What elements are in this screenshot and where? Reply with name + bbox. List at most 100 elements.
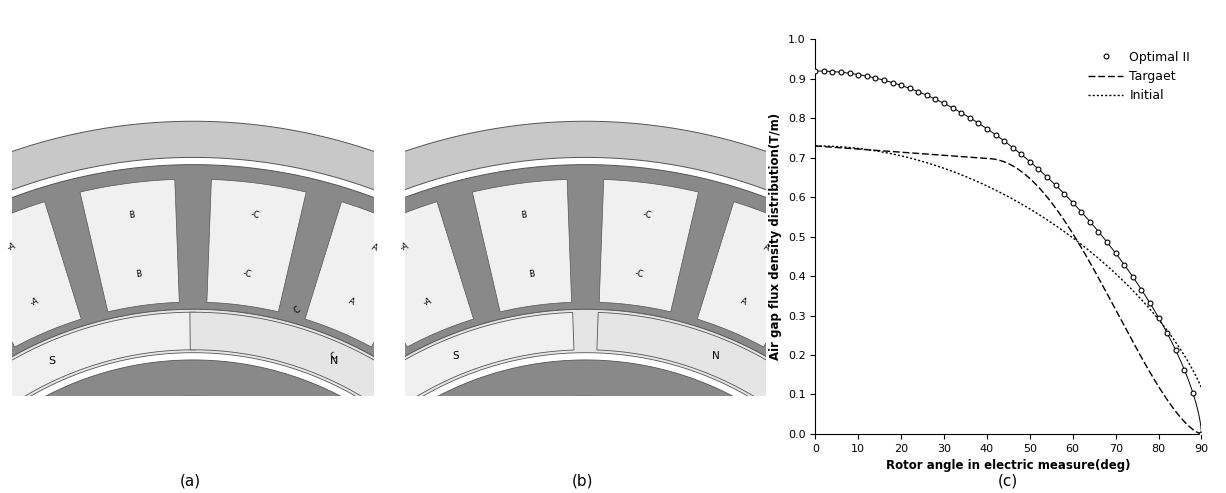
Polygon shape bbox=[787, 257, 929, 405]
Optimal II bbox=[1022, 159, 1037, 165]
Text: -C: -C bbox=[642, 210, 652, 220]
Targaet bbox=[992, 157, 1007, 163]
Polygon shape bbox=[172, 121, 999, 330]
Optimal II bbox=[1117, 262, 1132, 268]
X-axis label: Rotor angle in electric measure(deg): Rotor angle in electric measure(deg) bbox=[886, 459, 1130, 472]
Optimal II bbox=[808, 68, 823, 74]
Polygon shape bbox=[0, 403, 387, 493]
Text: -A: -A bbox=[398, 242, 409, 253]
Polygon shape bbox=[348, 202, 473, 347]
Initial bbox=[1016, 203, 1031, 209]
Text: A: A bbox=[347, 297, 356, 307]
Targaet bbox=[1184, 426, 1199, 432]
Polygon shape bbox=[341, 313, 574, 434]
Optimal II bbox=[954, 109, 969, 115]
Targaet bbox=[1194, 431, 1209, 437]
Optimal II bbox=[920, 92, 934, 98]
Targaet bbox=[1037, 192, 1052, 198]
Text: (c): (c) bbox=[998, 473, 1018, 488]
Polygon shape bbox=[0, 360, 429, 490]
Optimal II bbox=[1186, 390, 1200, 396]
Text: -B: -B bbox=[830, 351, 842, 363]
Text: -B: -B bbox=[867, 304, 879, 316]
Polygon shape bbox=[204, 165, 967, 431]
Line: Initial: Initial bbox=[815, 146, 1201, 388]
Initial bbox=[808, 143, 823, 149]
Text: -A: -A bbox=[29, 296, 40, 308]
Optimal II bbox=[834, 70, 848, 75]
Optimal II bbox=[962, 115, 977, 121]
Polygon shape bbox=[190, 312, 461, 454]
Polygon shape bbox=[600, 179, 699, 312]
Optimal II bbox=[1057, 191, 1072, 197]
Optimal II bbox=[1108, 250, 1123, 256]
Optimal II bbox=[859, 73, 874, 79]
Text: (b): (b) bbox=[571, 473, 593, 488]
Text: -C: -C bbox=[634, 269, 645, 279]
Polygon shape bbox=[305, 202, 430, 347]
Optimal II bbox=[997, 138, 1011, 144]
Optimal II bbox=[1160, 330, 1175, 336]
Y-axis label: Air gap flux density distribution(T/m): Air gap flux density distribution(T/m) bbox=[769, 113, 782, 360]
Text: C: C bbox=[293, 305, 303, 316]
Polygon shape bbox=[0, 202, 81, 347]
Optimal II bbox=[971, 120, 986, 126]
Targaet bbox=[994, 158, 1009, 164]
Optimal II bbox=[1177, 367, 1192, 373]
Polygon shape bbox=[349, 360, 821, 490]
Polygon shape bbox=[0, 121, 607, 330]
Optimal II bbox=[1100, 239, 1114, 245]
Text: -C: -C bbox=[242, 269, 253, 279]
Optimal II bbox=[1048, 182, 1063, 188]
Optimal II bbox=[1005, 144, 1020, 150]
Optimal II bbox=[817, 68, 831, 74]
Polygon shape bbox=[80, 179, 179, 312]
Targaet bbox=[808, 143, 823, 149]
Text: B: B bbox=[528, 269, 535, 279]
Optimal II bbox=[945, 105, 960, 111]
Optimal II bbox=[1091, 229, 1106, 235]
Optimal II bbox=[1143, 300, 1157, 306]
Text: -A: -A bbox=[422, 296, 433, 308]
Polygon shape bbox=[391, 403, 780, 493]
Initial bbox=[994, 190, 1009, 196]
Text: -C: -C bbox=[250, 210, 260, 220]
Optimal II bbox=[1134, 286, 1149, 292]
Text: A: A bbox=[739, 297, 748, 307]
Line: Optimal II: Optimal II bbox=[813, 69, 1204, 436]
Optimal II bbox=[1083, 218, 1097, 224]
Text: N: N bbox=[330, 356, 338, 366]
Optimal II bbox=[894, 82, 908, 88]
Polygon shape bbox=[597, 313, 830, 434]
Text: S: S bbox=[452, 352, 459, 361]
Optimal II bbox=[825, 69, 840, 74]
Polygon shape bbox=[0, 309, 467, 460]
Optimal II bbox=[1065, 200, 1080, 206]
Text: B: B bbox=[520, 210, 527, 220]
Optimal II bbox=[988, 132, 1003, 138]
Polygon shape bbox=[207, 179, 306, 312]
Text: -B: -B bbox=[438, 351, 450, 363]
Polygon shape bbox=[311, 309, 859, 460]
Optimal II bbox=[980, 126, 994, 132]
Text: (a): (a) bbox=[179, 473, 201, 488]
Targaet bbox=[1124, 337, 1139, 343]
Optimal II bbox=[1151, 315, 1166, 320]
Text: A: A bbox=[370, 242, 379, 253]
Text: A: A bbox=[763, 242, 771, 253]
Line: Targaet: Targaet bbox=[815, 146, 1201, 434]
Optimal II bbox=[851, 71, 866, 77]
Initial bbox=[1184, 366, 1199, 372]
Targaet bbox=[1016, 171, 1031, 176]
Text: -A: -A bbox=[6, 242, 17, 253]
Optimal II bbox=[885, 80, 900, 86]
Initial bbox=[1037, 215, 1052, 221]
Optimal II bbox=[868, 75, 883, 81]
Text: B: B bbox=[128, 210, 135, 220]
Optimal II bbox=[928, 96, 943, 102]
Optimal II bbox=[937, 101, 951, 106]
Polygon shape bbox=[472, 179, 571, 312]
Optimal II bbox=[1125, 274, 1140, 280]
Text: -B: -B bbox=[474, 304, 487, 316]
Polygon shape bbox=[0, 165, 575, 431]
